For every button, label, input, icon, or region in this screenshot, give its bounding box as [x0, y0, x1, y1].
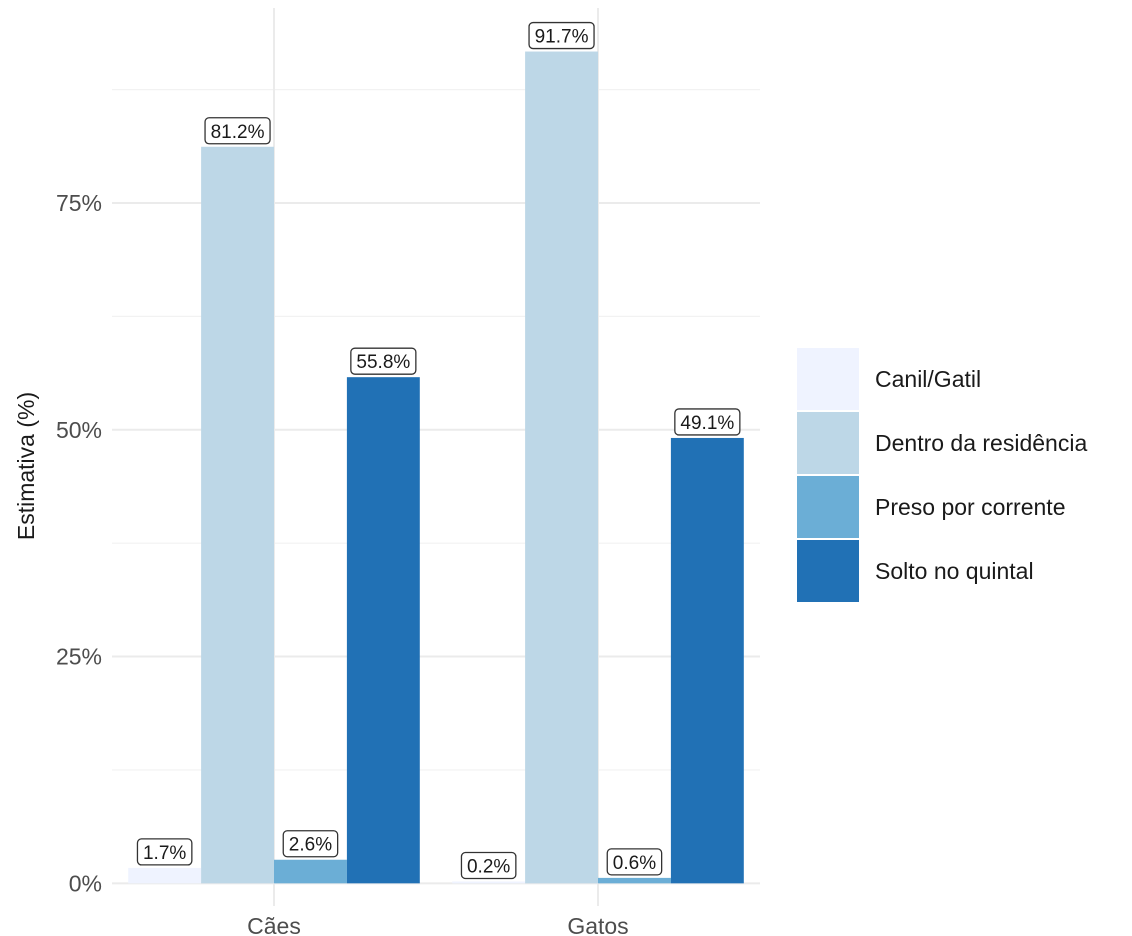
legend-key: [797, 412, 859, 474]
bar: [452, 881, 526, 884]
data-labels: 1.7% 81.2% 2.6% 55.8% 0.2% 91.7% 0.6% 49.1%: [136, 21, 741, 880]
data-label-text: 49.1%: [680, 413, 734, 434]
y-tick-label: 75%: [56, 190, 102, 216]
y-tick-label: 25%: [56, 644, 102, 670]
legend-label: Preso por corrente: [875, 494, 1065, 520]
data-label-box: [674, 408, 741, 436]
legend: Canil/Gatil Dentro da residência Preso por…: [797, 348, 1087, 602]
legend-item: Dentro da residência: [797, 412, 1087, 474]
bar: [128, 867, 202, 884]
legend-item: Solto no quintal: [797, 540, 1034, 602]
data-label: 49.1%: [674, 408, 741, 436]
data-label-box: [460, 851, 517, 880]
data-label-text: 0.6%: [613, 853, 656, 874]
data-label: 1.7%: [136, 838, 193, 866]
legend-label: Dentro da residência: [875, 430, 1087, 456]
legend-key: [797, 348, 859, 410]
legend-label: Canil/Gatil: [875, 366, 981, 392]
x-tick-label: Cães: [247, 913, 301, 936]
bar: [525, 51, 598, 884]
legend-item: Preso por corrente: [797, 476, 1065, 538]
data-label-text: 2.6%: [289, 835, 332, 856]
bar: [346, 377, 420, 884]
data-label: 0.6%: [606, 848, 663, 876]
data-label-text: 55.8%: [356, 352, 410, 373]
data-label-text: 91.7%: [535, 27, 589, 48]
data-label: 81.2%: [204, 117, 271, 145]
data-label: 0.2%: [460, 851, 517, 880]
x-axis: Cães Gatos: [247, 913, 629, 936]
data-label-box: [136, 838, 193, 866]
data-label-box: [606, 848, 663, 876]
bar: [201, 146, 274, 884]
bar: [598, 877, 671, 884]
data-label: 2.6%: [282, 830, 339, 858]
y-axis-title: Estimativa (%): [13, 392, 39, 540]
data-label-box: [282, 830, 339, 858]
data-label-text: 1.7%: [143, 843, 186, 864]
y-tick-label: 0%: [69, 870, 102, 896]
bar: [274, 859, 347, 884]
y-axis: 0% 25% 50% 75%: [56, 190, 102, 896]
legend-label: Solto no quintal: [875, 558, 1034, 584]
bars: [128, 51, 744, 884]
bar: [670, 437, 744, 884]
x-tick-label: Gatos: [567, 913, 628, 936]
data-label-box: [204, 117, 271, 145]
data-label-box: [528, 21, 595, 50]
legend-item: Canil/Gatil: [797, 348, 981, 410]
data-label: 55.8%: [350, 347, 417, 375]
legend-key: [797, 476, 859, 538]
data-label-text: 81.2%: [211, 122, 265, 143]
data-label-box: [350, 347, 417, 375]
data-label: 91.7%: [528, 21, 595, 50]
legend-key: [797, 540, 859, 602]
y-tick-label: 50%: [56, 417, 102, 443]
data-label-text: 0.2%: [467, 857, 510, 878]
